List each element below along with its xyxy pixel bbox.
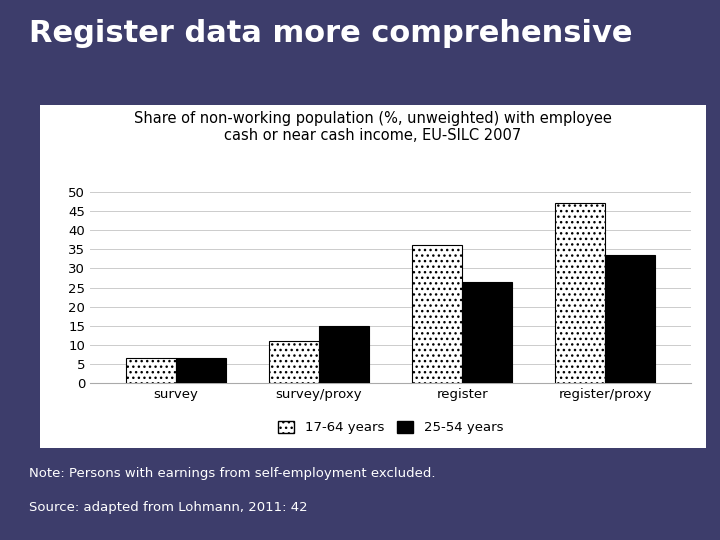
Text: Note: Persons with earnings from self-employment excluded.: Note: Persons with earnings from self-em… bbox=[29, 467, 436, 480]
Bar bbox=[319, 326, 369, 383]
Bar bbox=[176, 359, 226, 383]
Bar bbox=[126, 359, 176, 383]
Bar bbox=[555, 203, 606, 383]
Bar bbox=[412, 245, 462, 383]
Bar bbox=[606, 255, 655, 383]
Text: Register data more comprehensive: Register data more comprehensive bbox=[29, 19, 632, 48]
Bar bbox=[269, 341, 319, 383]
Legend: 17-64 years, 25-54 years: 17-64 years, 25-54 years bbox=[278, 421, 503, 434]
Bar bbox=[462, 282, 512, 383]
Text: Share of non-working population (%, unweighted) with employee
cash or near cash : Share of non-working population (%, unwe… bbox=[134, 111, 611, 143]
Text: Source: adapted from Lohmann, 2011: 42: Source: adapted from Lohmann, 2011: 42 bbox=[29, 501, 307, 514]
